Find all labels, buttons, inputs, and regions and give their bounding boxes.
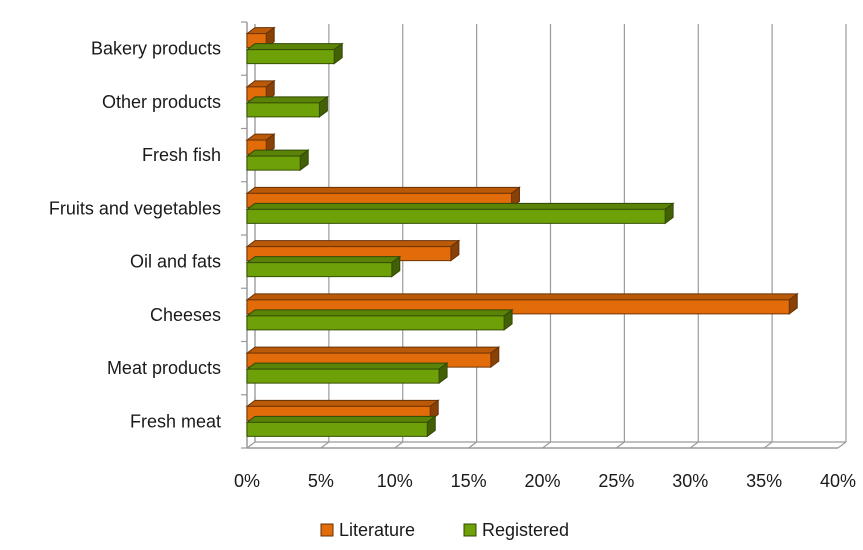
category-label: Fresh fish (142, 145, 221, 165)
axes (241, 21, 846, 449)
x-tick-label: 25% (598, 471, 634, 491)
labels: Bakery products Other products Fresh fish F… (49, 39, 856, 491)
bars (245, 26, 799, 438)
category-label: Fresh meat (130, 411, 221, 431)
bar-registered-2 (245, 149, 310, 172)
category-label: Other products (102, 92, 221, 112)
category-label: Bakery products (91, 39, 221, 59)
x-tick-label: 20% (524, 471, 560, 491)
legend-swatch (320, 523, 334, 537)
gridlines (246, 24, 847, 449)
legend: Literature Registered (320, 520, 569, 540)
floor-gridline-3 (468, 441, 477, 449)
legend-label: Literature (339, 520, 415, 540)
floor-gridline-7 (763, 441, 773, 449)
floor-gridline-6 (689, 441, 699, 449)
floor-gridline-5 (616, 441, 625, 449)
floor-gridline-8 (837, 441, 847, 449)
bar-registered-5 (245, 308, 514, 331)
category-label: Cheeses (150, 305, 221, 325)
x-tick-label: 10% (377, 471, 413, 491)
legend-item-registered: Registered (463, 520, 569, 540)
bar-registered-4 (245, 255, 402, 278)
category-label: Meat products (107, 358, 221, 378)
x-tick-label: 40% (820, 471, 856, 491)
bar-registered-3 (245, 202, 675, 225)
floor-gridline-0 (246, 441, 256, 449)
x-tick-label: 5% (308, 471, 334, 491)
x-tick-label: 30% (672, 471, 708, 491)
floor-gridline-1 (320, 441, 330, 449)
x-tick-label: 15% (451, 471, 487, 491)
legend-label: Registered (482, 520, 569, 540)
bar-registered-0 (245, 42, 344, 65)
legend-swatch (463, 523, 477, 537)
x-tick-label: 35% (746, 471, 782, 491)
bar-registered-7 (245, 415, 437, 438)
category-label: Oil and fats (130, 252, 221, 272)
bar-registered-1 (245, 95, 329, 118)
bar-literature-2 (245, 133, 276, 156)
x-tick-label: 0% (234, 471, 260, 491)
bar-registered-6 (245, 362, 449, 385)
floor-gridline-4 (542, 441, 551, 449)
legend-item-literature: Literature (320, 520, 415, 540)
category-label: Fruits and vegetables (49, 198, 221, 218)
floor-gridline-2 (394, 441, 404, 449)
